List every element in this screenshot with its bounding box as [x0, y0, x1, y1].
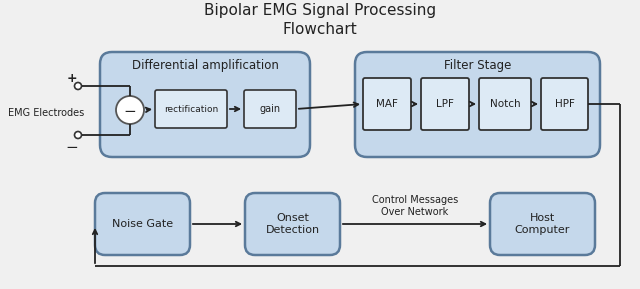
Circle shape [116, 96, 144, 124]
Circle shape [74, 131, 81, 138]
FancyBboxPatch shape [244, 90, 296, 128]
Text: −: − [124, 103, 136, 118]
Text: Differential amplification: Differential amplification [132, 59, 278, 72]
Text: +: + [67, 71, 77, 84]
Text: gain: gain [259, 104, 280, 114]
Text: Filter Stage: Filter Stage [444, 59, 511, 72]
Text: MAF: MAF [376, 99, 398, 109]
Text: Onset
Detection: Onset Detection [266, 213, 319, 235]
FancyBboxPatch shape [541, 78, 588, 130]
Text: Noise Gate: Noise Gate [112, 219, 173, 229]
Text: HPF: HPF [555, 99, 575, 109]
Text: Control Messages
Over Network: Control Messages Over Network [372, 195, 458, 217]
Text: −: − [66, 140, 78, 155]
Text: EMG Electrodes: EMG Electrodes [8, 108, 84, 118]
FancyBboxPatch shape [355, 52, 600, 157]
Text: Host
Computer: Host Computer [515, 213, 570, 235]
Text: Bipolar EMG Signal Processing
Flowchart: Bipolar EMG Signal Processing Flowchart [204, 3, 436, 37]
FancyBboxPatch shape [155, 90, 227, 128]
FancyBboxPatch shape [245, 193, 340, 255]
FancyBboxPatch shape [479, 78, 531, 130]
FancyBboxPatch shape [100, 52, 310, 157]
Text: Notch: Notch [490, 99, 520, 109]
FancyBboxPatch shape [95, 193, 190, 255]
Text: rectification: rectification [164, 105, 218, 114]
FancyBboxPatch shape [490, 193, 595, 255]
FancyBboxPatch shape [421, 78, 469, 130]
Circle shape [74, 82, 81, 90]
FancyBboxPatch shape [363, 78, 411, 130]
Text: LPF: LPF [436, 99, 454, 109]
